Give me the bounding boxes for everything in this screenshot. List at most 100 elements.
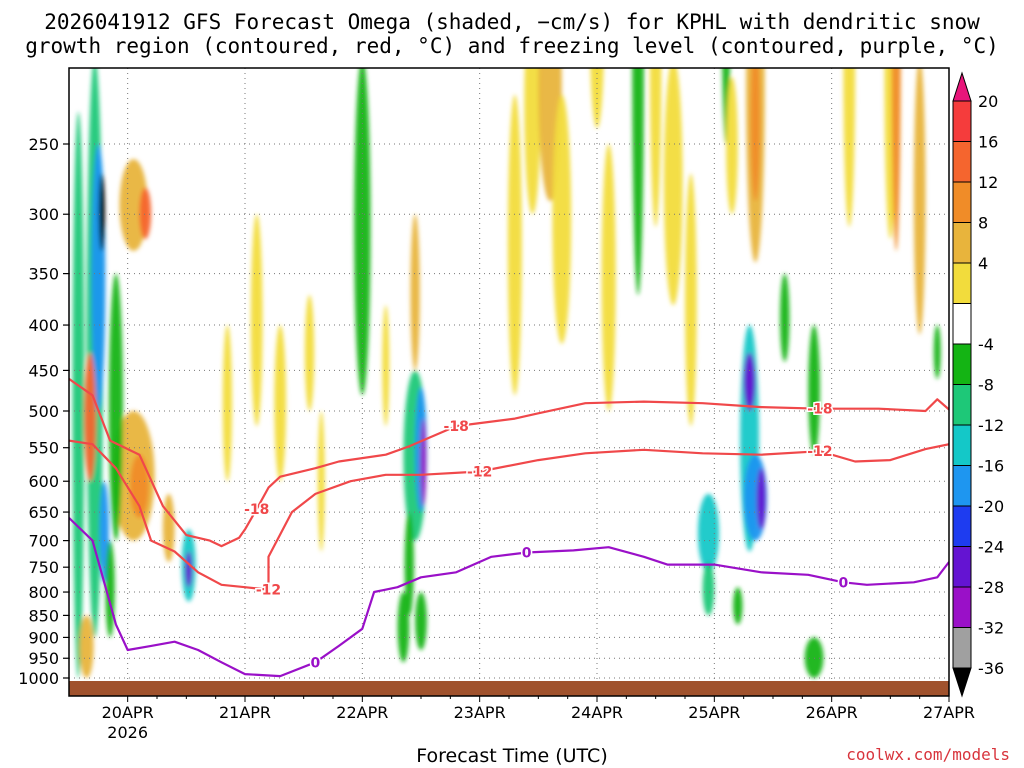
colorbar-tick-label: -20: [978, 497, 1004, 516]
contour-label: -12: [256, 583, 281, 599]
colorbar-segment: [952, 343, 972, 385]
omega-shade-cell: [354, 68, 371, 396]
omega-shade-cell: [382, 305, 390, 427]
colorbar-tick-label: -32: [978, 619, 1004, 638]
omega-shade-cell: [415, 592, 427, 651]
omega-shade-cell: [185, 551, 193, 588]
y-tick-label: 400: [28, 316, 59, 335]
colorbar-tick-label: 4: [978, 254, 988, 273]
colorbar-segment: [952, 546, 972, 588]
omega-shade-cell: [274, 325, 287, 482]
y-tick-label: 450: [28, 361, 59, 380]
omega-shade-cell: [663, 68, 683, 306]
colorbar-tick-label: -4: [978, 335, 994, 354]
omega-shade-cell: [702, 562, 715, 616]
colorbar-segment: [952, 262, 972, 304]
colorbar-segment: [952, 100, 972, 142]
omega-shade-cell: [130, 454, 149, 518]
x-tick-label: 20APR: [102, 703, 154, 722]
x-tick-label: 27APR: [923, 703, 975, 722]
chart-title-line-2: growth region (contoured, red, °C) and f…: [25, 34, 999, 58]
x-tick-label: 24APR: [571, 703, 623, 722]
colorbar-tick-label: 20: [978, 92, 998, 111]
omega-shading-layer: [72, 68, 941, 679]
contour-layer: -18 -18 -18 -12 -12 -12 0 0 0: [69, 377, 949, 678]
contour-label: -18: [807, 402, 832, 418]
x-tick-label: 25APR: [688, 703, 740, 722]
omega-shade-cell: [649, 68, 662, 227]
credit-link[interactable]: coolwx.com/models: [846, 745, 1010, 764]
x-tick-label: 21APR: [219, 703, 271, 722]
omega-shade-cell: [590, 68, 604, 129]
x-tick-label: 26APR: [806, 703, 858, 722]
x-tick-label: 2026: [107, 723, 148, 742]
colorbar-tick-label: 16: [978, 133, 998, 152]
contour-label: -18: [244, 502, 269, 518]
omega-shade-cell: [410, 214, 420, 371]
colorbar-segment: [952, 627, 972, 669]
colorbar: 20 16 12 8 4 -4 -8 -12 -16 -20 -24 -28 -32 -36: [952, 71, 1004, 698]
colorbar-segment: [952, 586, 972, 628]
colorbar-segment: [952, 141, 972, 183]
omega-shade-cell: [601, 144, 616, 411]
omega-shade-cell: [222, 325, 233, 482]
contour-label: -12: [807, 444, 832, 460]
grid-lines: [69, 68, 949, 696]
y-tick-label: 700: [28, 532, 59, 551]
colorbar-tick-label: -28: [978, 578, 1004, 597]
omega-shade-cell: [507, 94, 522, 396]
colorbar-segment: [952, 181, 972, 223]
colorbar-top-arrow: [952, 71, 972, 102]
colorbar-tick-label: 12: [978, 173, 998, 192]
y-axis: 250 300 350 400 450 500 550 600 650 700 750 800 850 9…: [18, 135, 69, 688]
omega-shade-cell: [685, 173, 697, 427]
colorbar-tick-label: 8: [978, 214, 988, 233]
omega-shade-cell: [524, 68, 541, 215]
y-tick-label: 300: [28, 205, 59, 224]
omega-shade-cell: [72, 111, 85, 678]
omega-shade-cell: [743, 352, 756, 411]
omega-shade-cell: [404, 512, 414, 616]
y-tick-label: 900: [28, 628, 59, 647]
colorbar-segment: [952, 505, 972, 547]
omega-shade-cell: [632, 68, 644, 295]
omega-shade-cell: [933, 325, 941, 379]
omega-shade-cell: [726, 76, 738, 215]
y-tick-label: 1000: [18, 669, 59, 688]
omega-shade-cell: [697, 493, 720, 573]
chart-title-line-1: 2026041912 GFS Forecast Omega (shaded, −…: [44, 10, 980, 34]
contour-label: 0: [839, 575, 849, 591]
colorbar-segment: [952, 303, 972, 345]
colorbar-tick-label: -24: [978, 538, 1004, 557]
colorbar-bottom-arrow: [952, 667, 972, 698]
omega-shade-cell: [804, 637, 824, 678]
omega-shade-cell: [420, 418, 427, 507]
omega-shade-cell: [913, 68, 926, 335]
omega-shade-cell: [397, 592, 410, 663]
omega-shade-cell: [84, 352, 96, 482]
colorbar-tick-label: -8: [978, 376, 994, 395]
omega-shade-cell: [79, 615, 94, 679]
red-contour-line: [69, 439, 949, 591]
omega-shade-cell: [304, 295, 315, 412]
contour-label: 0: [311, 655, 321, 671]
omega-shade-cell: [139, 187, 152, 240]
colorbar-segment: [952, 465, 972, 507]
omega-shade-cell: [891, 68, 901, 251]
omega-shade-cell: [552, 94, 572, 344]
contour-label: -12: [467, 464, 492, 480]
purple-contour-line: [69, 517, 949, 678]
x-axis-label: Forecast Time (UTC): [416, 745, 608, 767]
y-tick-label: 550: [28, 439, 59, 458]
colorbar-segment: [952, 424, 972, 466]
omega-shade-cell: [756, 468, 766, 530]
colorbar-tick-label: -36: [978, 659, 1004, 678]
omega-shade-cell: [250, 214, 263, 427]
x-tick-label: 23APR: [454, 703, 506, 722]
colorbar-segment: [952, 384, 972, 426]
y-tick-label: 250: [28, 135, 59, 154]
ground-surface: [69, 681, 949, 696]
omega-shade-cell: [808, 325, 820, 455]
y-tick-label: 850: [28, 606, 59, 625]
omega-shade-cell: [750, 68, 761, 202]
